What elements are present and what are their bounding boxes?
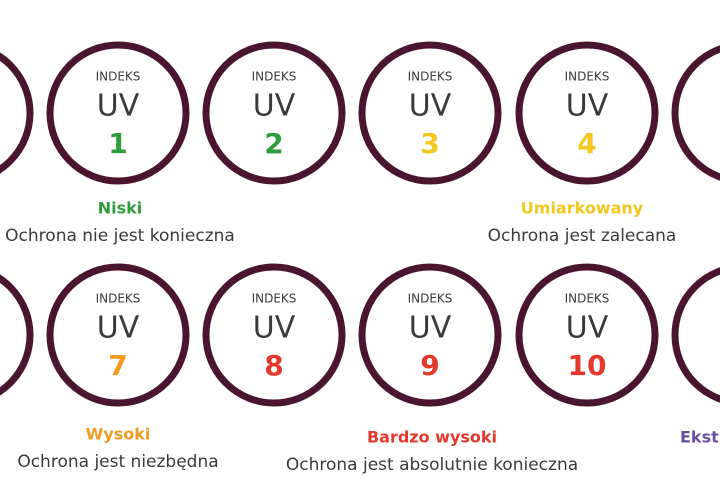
circle-header: INDEKS [252,70,297,84]
level-name: Niski [98,199,143,218]
uv-circle [202,41,346,185]
cut-circle [671,267,720,403]
circle-unit: UV [253,311,296,346]
circle-header: INDEKS [408,292,453,306]
cut-circle [0,52,34,174]
level-name: Wysoki [86,425,151,444]
uv-number: 7 [108,349,127,382]
uv-circle [46,263,190,407]
circle-unit: UV [97,311,140,346]
uv-number: 8 [264,349,283,382]
uv-number: 3 [420,127,439,160]
uv-number: 9 [420,349,439,382]
circle-header: INDEKS [96,70,141,84]
level-name: Ekst [680,428,719,447]
circle-header: INDEKS [408,70,453,84]
circle-unit: UV [409,89,452,124]
cut-circle [671,45,720,181]
level-description: Ochrona nie jest konieczna [5,226,235,246]
uv-circle [358,263,502,407]
circle-unit: UV [566,89,609,124]
circle-unit: UV [566,311,609,346]
circle-unit: UV [253,89,296,124]
circle-header: INDEKS [565,70,610,84]
circle-header: INDEKS [252,292,297,306]
circle-header: INDEKS [565,292,610,306]
circle-unit: UV [409,311,452,346]
uv-number: 2 [264,127,283,160]
circle-header: INDEKS [96,292,141,306]
uv-circle [46,41,190,185]
uv-circle [202,263,346,407]
uv-circle [515,263,659,407]
uv-number: 4 [577,127,596,160]
level-description: Ochrona jest zalecana [488,226,677,246]
cut-circle [0,274,34,396]
edge-circles [0,45,720,403]
uv-circle [358,41,502,185]
level-description: Ochrona jest absolutnie konieczna [286,455,578,475]
level-name: Umiarkowany [521,199,644,218]
uv-circle [515,41,659,185]
uv-number: 10 [568,349,607,382]
level-name: Bardzo wysoki [367,428,497,447]
level-description: Ochrona jest niezbędna [17,452,218,472]
circle-unit: UV [97,89,140,124]
uv-number: 1 [108,127,127,160]
